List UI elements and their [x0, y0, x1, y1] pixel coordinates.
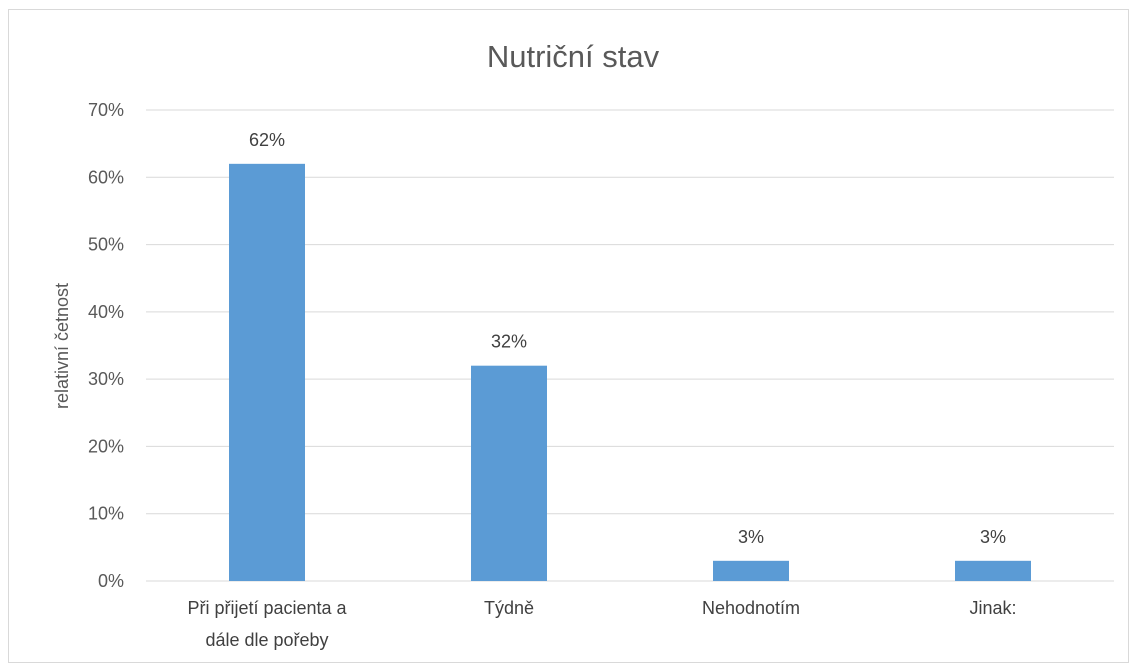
x-category-label: Nehodnotím	[702, 598, 800, 618]
y-tick-label: 50%	[88, 235, 124, 255]
data-label: 62%	[249, 130, 285, 150]
y-axis-ticks: 0% 10% 20% 30% 40% 50% 60% 70%	[88, 100, 124, 591]
x-category-label: Týdně	[484, 598, 534, 618]
data-label: 3%	[738, 527, 764, 547]
y-tick-label: 30%	[88, 369, 124, 389]
y-axis-title: relativní četnost	[52, 283, 72, 409]
bars	[229, 163, 1031, 582]
y-tick-label: 60%	[88, 167, 124, 187]
gridlines	[146, 109, 1114, 582]
data-label: 32%	[491, 332, 527, 352]
x-axis-categories: Při přijetí pacienta a dále dle pořeby Týd…	[187, 598, 1016, 650]
x-category-label: Při přijetí pacienta a dále dle pořeby	[187, 598, 347, 650]
bar	[471, 365, 547, 581]
y-tick-label: 10%	[88, 504, 124, 524]
data-label: 3%	[980, 527, 1006, 547]
bar	[713, 560, 789, 581]
y-tick-label: 0%	[98, 571, 124, 591]
x-category-label: Jinak:	[969, 598, 1016, 618]
chart-title: Nutriční stav	[487, 39, 660, 74]
y-tick-label: 40%	[88, 302, 124, 322]
bar	[955, 560, 1031, 581]
bar	[229, 163, 305, 582]
data-labels: 62% 32% 3% 3%	[249, 130, 1006, 547]
y-tick-label: 20%	[88, 436, 124, 456]
chart-frame	[8, 9, 1129, 663]
y-tick-label: 70%	[88, 100, 124, 120]
